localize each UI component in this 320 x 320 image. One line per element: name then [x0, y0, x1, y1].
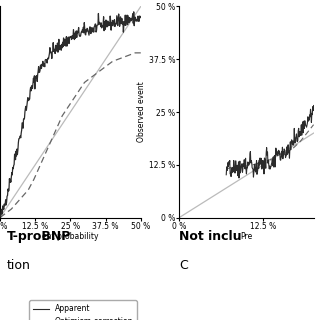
Legend: Apparent, Optimism-correction: Apparent, Optimism-correction	[29, 300, 137, 320]
Text: C: C	[179, 259, 188, 272]
Text: Not inclu: Not inclu	[179, 230, 242, 244]
Text: T-proBNP: T-proBNP	[6, 230, 71, 244]
X-axis label: ent probability: ent probability	[42, 232, 99, 241]
Y-axis label: Observed event: Observed event	[137, 82, 146, 142]
X-axis label: Pre: Pre	[240, 232, 252, 241]
Text: tion: tion	[6, 259, 30, 272]
